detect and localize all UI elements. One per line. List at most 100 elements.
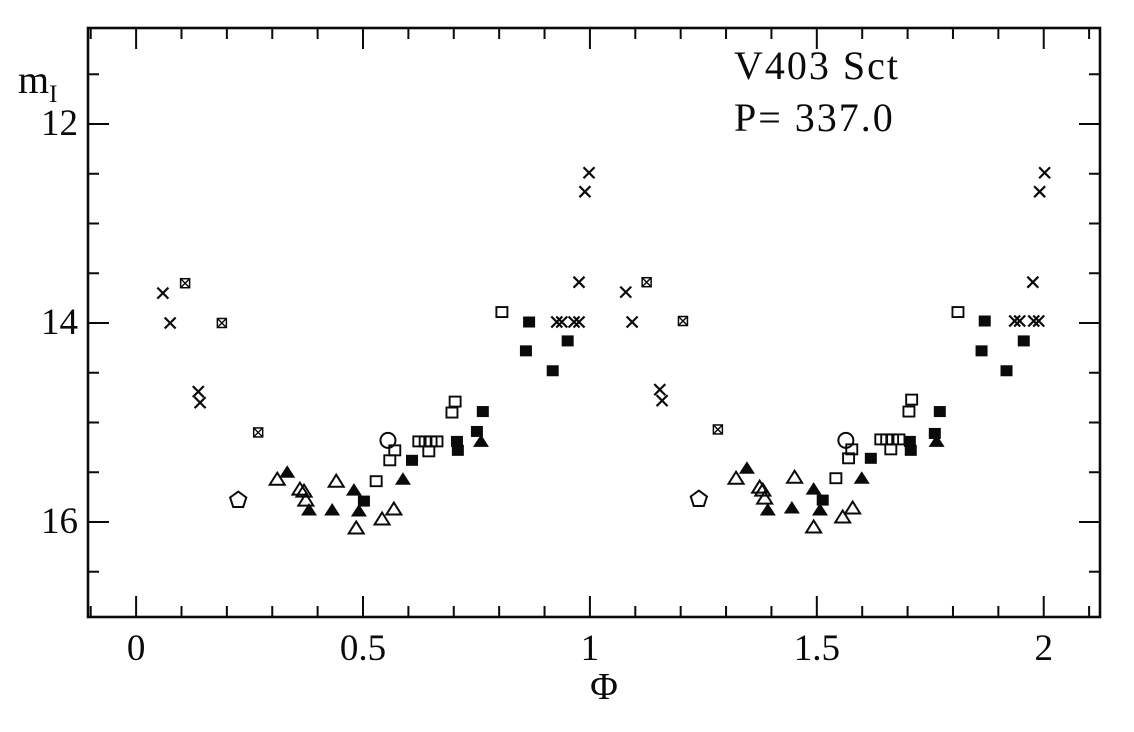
y-tick-label-1: 14 xyxy=(41,301,78,343)
data-point-triangle-open xyxy=(296,491,316,507)
data-point-triangle-filled xyxy=(759,503,776,516)
data-point-square-filled xyxy=(546,365,559,377)
y-tick-label-0: 12 xyxy=(41,103,78,144)
data-point-triangle-open xyxy=(750,478,769,494)
data-point-circle-open xyxy=(379,431,397,449)
data-point-triangle-filled xyxy=(345,483,362,496)
data-point-square-open xyxy=(448,395,462,408)
data-point-x xyxy=(653,383,667,396)
x-tick-label-3: 1.5 xyxy=(793,628,840,669)
data-point-boxed-x xyxy=(179,277,191,289)
data-point-square-filled xyxy=(978,315,991,327)
y-axis-label-subscript: I xyxy=(49,81,58,108)
data-point-x xyxy=(1008,314,1021,328)
data-point-square-filled xyxy=(561,335,574,347)
data-point-square-open xyxy=(495,306,509,319)
data-point-square-open xyxy=(902,405,916,418)
data-point-x xyxy=(1013,314,1026,328)
data-point-triangle-open xyxy=(755,489,774,505)
data-point-square-filled xyxy=(975,345,988,357)
data-point-triangle-filled xyxy=(783,501,800,514)
data-point-x xyxy=(1033,185,1046,198)
data-point-triangle-open xyxy=(785,468,804,484)
data-point-square-filled xyxy=(816,494,829,506)
x-tick-label-2: 1 xyxy=(580,628,600,669)
data-point-square-filled xyxy=(903,435,916,447)
data-point-x xyxy=(572,315,586,329)
data-point-square-open xyxy=(842,452,856,465)
data-point-triangle-open xyxy=(290,480,310,496)
data-point-square-filled xyxy=(1000,365,1013,377)
period-annotation: P= 337.0 xyxy=(734,95,895,140)
data-point-triangle-open xyxy=(372,510,392,526)
data-point-x xyxy=(1027,314,1041,328)
data-point-square-filled xyxy=(476,406,489,418)
data-point-triangle-filled xyxy=(394,472,411,485)
data-point-x xyxy=(1032,314,1046,328)
data-point-x xyxy=(567,315,581,329)
data-point-x xyxy=(156,286,170,300)
data-point-boxed-x xyxy=(712,424,724,435)
data-point-x xyxy=(582,166,596,180)
chart-title: V403 Sct xyxy=(734,43,900,88)
x-axis-label: Φ xyxy=(590,666,618,708)
data-point-square-open xyxy=(884,443,898,456)
y-axis-label: mI xyxy=(18,57,58,108)
data-point-square-open xyxy=(383,454,397,467)
data-point-triangle-open xyxy=(326,472,346,488)
data-point-triangle-open xyxy=(804,518,823,534)
data-point-boxed-x xyxy=(677,315,689,327)
data-point-square-filled xyxy=(904,444,917,456)
data-point-square-filled xyxy=(523,316,536,328)
data-point-square-open xyxy=(951,306,965,319)
data-point-triangle-filled xyxy=(279,465,296,478)
data-point-boxed-x xyxy=(641,276,652,288)
plot-frame xyxy=(86,26,1102,619)
data-point-boxed-x xyxy=(216,317,228,329)
data-point-triangle-filled xyxy=(928,434,945,447)
y-axis-label-base: m xyxy=(18,57,50,102)
data-point-x xyxy=(655,394,669,407)
data-point-triangle-filled xyxy=(811,503,828,516)
data-point-triangle-filled xyxy=(805,482,822,495)
data-point-x xyxy=(619,285,633,299)
data-point-triangle-open xyxy=(267,470,287,486)
data-point-x xyxy=(555,315,569,329)
data-point-triangle-filled xyxy=(301,503,318,516)
data-point-square-filled xyxy=(864,452,877,464)
data-point-square-open xyxy=(845,443,859,456)
data-point-pentagon-open xyxy=(228,490,248,508)
data-point-square-filled xyxy=(1017,335,1030,347)
data-point-square-filled xyxy=(470,425,483,437)
data-point-square-open xyxy=(829,472,843,485)
data-point-x xyxy=(163,316,177,330)
data-point-x xyxy=(1038,166,1051,180)
x-tick-label-0: 0 xyxy=(126,628,146,669)
data-point-square-filled xyxy=(928,427,941,439)
data-points-layer xyxy=(156,166,1051,535)
data-point-triangle-filled xyxy=(853,471,870,484)
data-point-triangle-filled xyxy=(738,461,755,474)
data-point-square-filled xyxy=(406,454,419,466)
data-point-square-filled xyxy=(451,444,464,456)
data-point-triangle-open xyxy=(843,499,862,515)
data-point-x xyxy=(578,185,592,198)
data-point-square-open xyxy=(422,445,436,458)
data-point-square-open xyxy=(905,393,919,406)
data-point-square-filled xyxy=(450,435,463,447)
data-point-triangle-open xyxy=(833,508,852,524)
data-point-boxed-x xyxy=(252,427,264,438)
data-point-x xyxy=(191,385,205,398)
data-point-triangle-open xyxy=(346,519,366,535)
axis-ticks xyxy=(88,28,1100,617)
x-tick-label-4: 2 xyxy=(1034,628,1053,669)
data-point-x xyxy=(193,396,207,409)
data-point-square-open xyxy=(369,475,383,488)
x-tick-label-1: 0.5 xyxy=(339,628,387,669)
data-point-triangle-filled xyxy=(324,503,341,516)
data-point-square-open xyxy=(445,406,459,419)
data-point-triangle-open xyxy=(726,469,746,485)
data-point-x xyxy=(625,315,639,329)
